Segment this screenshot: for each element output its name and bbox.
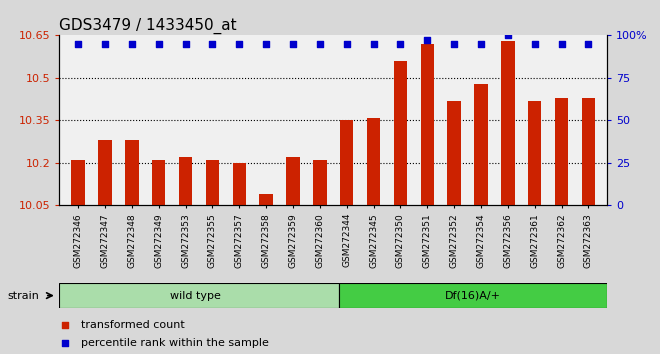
Bar — [179, 157, 192, 205]
Point — [315, 41, 325, 47]
Bar — [420, 44, 434, 205]
Bar — [340, 120, 354, 205]
Point — [449, 41, 459, 47]
Bar — [313, 160, 327, 205]
Point — [180, 41, 191, 47]
Bar — [152, 160, 166, 205]
Bar — [528, 101, 541, 205]
Bar — [475, 84, 488, 205]
Point — [368, 41, 379, 47]
Bar — [501, 41, 515, 205]
Point — [556, 41, 567, 47]
Point — [261, 41, 271, 47]
Point — [100, 41, 110, 47]
Text: GDS3479 / 1433450_at: GDS3479 / 1433450_at — [59, 18, 237, 34]
Point — [529, 41, 540, 47]
Point — [207, 41, 218, 47]
Bar — [555, 98, 568, 205]
Point — [59, 322, 70, 328]
Text: percentile rank within the sample: percentile rank within the sample — [81, 338, 269, 348]
Text: transformed count: transformed count — [81, 320, 185, 330]
Bar — [98, 140, 112, 205]
Point — [502, 33, 513, 38]
Bar — [286, 157, 300, 205]
Point — [395, 41, 406, 47]
Bar — [394, 61, 407, 205]
Text: wild type: wild type — [170, 291, 220, 301]
Point — [288, 41, 298, 47]
Bar — [59, 283, 339, 308]
Point — [583, 41, 594, 47]
Bar — [206, 160, 219, 205]
Text: strain: strain — [8, 291, 40, 301]
Bar — [125, 140, 139, 205]
Point — [234, 41, 245, 47]
Point — [59, 340, 70, 346]
Point — [73, 41, 83, 47]
Bar — [581, 98, 595, 205]
Point — [476, 41, 486, 47]
Bar — [447, 101, 461, 205]
Bar — [232, 163, 246, 205]
Bar — [259, 194, 273, 205]
Point — [127, 41, 137, 47]
Bar — [339, 283, 607, 308]
Point — [154, 41, 164, 47]
Bar — [71, 160, 85, 205]
Point — [422, 38, 432, 43]
Text: Df(16)A/+: Df(16)A/+ — [445, 291, 501, 301]
Point — [341, 41, 352, 47]
Bar — [367, 118, 380, 205]
